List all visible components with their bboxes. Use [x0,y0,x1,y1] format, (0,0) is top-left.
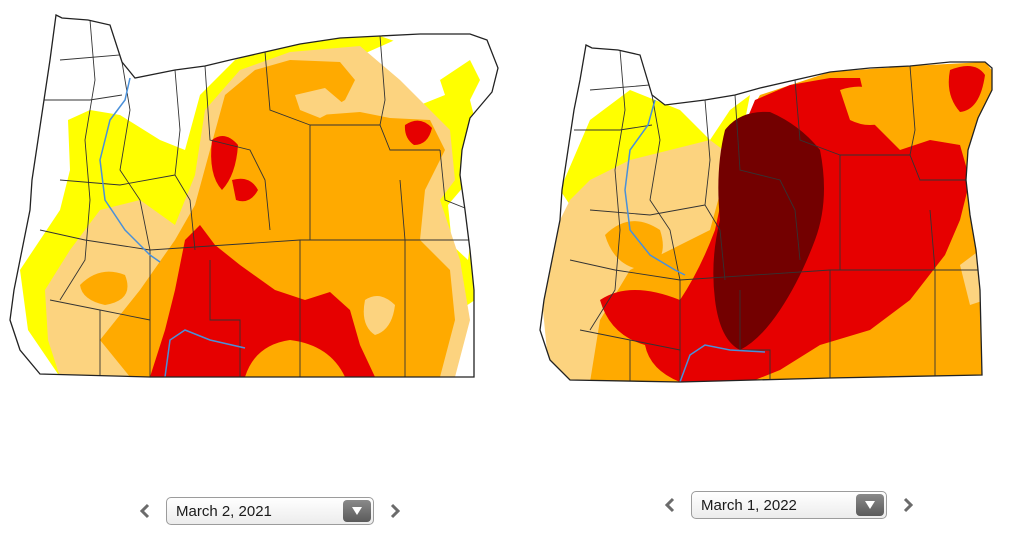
next-date-button[interactable] [901,490,915,520]
klamath-river [679,344,766,382]
prev-date-button[interactable] [138,496,152,526]
state-outline [9,14,499,378]
willamette-river [99,77,161,263]
triangle-down-icon [865,501,875,509]
drought-map-2022 [530,0,1024,390]
d3-region [948,66,985,112]
dropdown-button[interactable] [343,500,371,522]
prev-date-button[interactable] [663,490,677,520]
drought-map-2021 [0,0,500,390]
d0-region [440,60,480,100]
d1-region [295,88,345,118]
d3-region [211,136,238,190]
date-select[interactable]: March 1, 2022 [691,491,887,519]
chevron-right-icon [390,503,400,519]
dropdown-button[interactable] [856,494,884,516]
d1-region [363,296,395,335]
d3-region [232,178,258,202]
d3-region [404,120,432,145]
d2-region [840,86,890,125]
chevron-right-icon [903,497,913,513]
date-control-right: March 1, 2022 [663,490,915,520]
chevron-left-icon [665,497,675,513]
date-select-value: March 2, 2021 [176,503,272,520]
d4-region [713,111,824,351]
date-select[interactable]: March 2, 2021 [166,497,374,525]
next-date-button[interactable] [388,496,402,526]
willamette-river [624,99,686,276]
date-select-value: March 1, 2022 [701,497,797,514]
triangle-down-icon [352,507,362,515]
chevron-left-icon [140,503,150,519]
d2-region [245,340,345,377]
county-lines [39,19,471,377]
klamath-river [164,329,246,377]
state-outline [539,44,993,383]
d2-region [80,271,128,305]
county-lines [569,49,980,382]
date-control-left: March 2, 2021 [138,496,402,526]
